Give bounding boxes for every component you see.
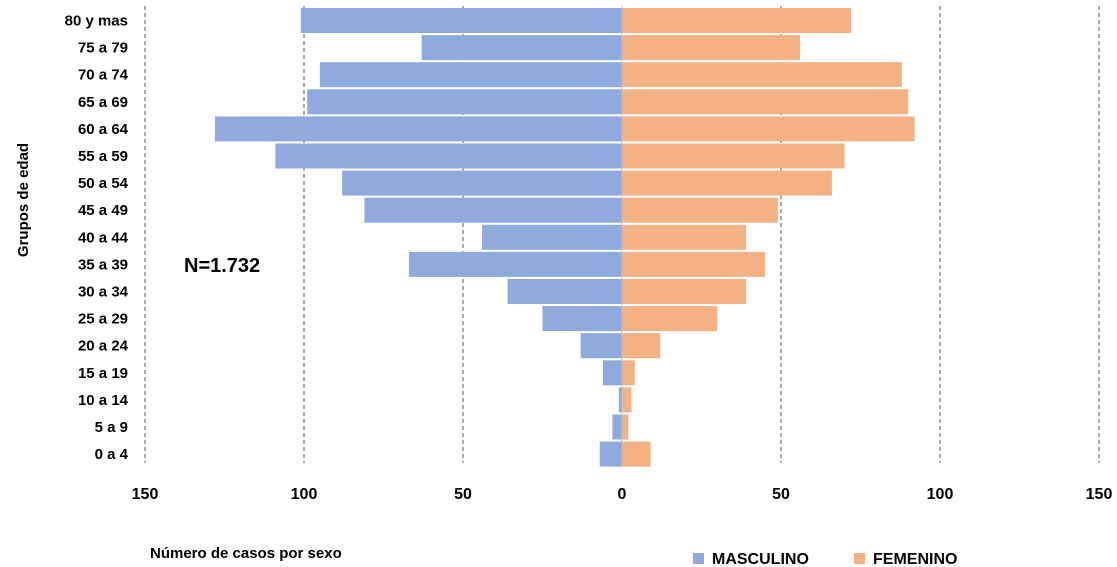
category-label: 50 a 54 [78,175,129,192]
category-label: 45 a 49 [78,202,128,219]
bar-masculino [507,279,622,304]
category-label: 5 a 9 [95,419,128,436]
bar-masculino [214,116,622,142]
bar-femenino [622,170,832,196]
legend-label-masculino: MASCULINO [712,551,809,567]
bar-femenino [622,8,851,33]
bar-femenino [622,360,635,386]
grid-lines [144,6,1100,463]
bar-femenino [622,387,632,413]
category-label: 75 a 79 [78,40,128,57]
x-tick-labels: 150 100 50 0 50 100 150 [132,486,1113,503]
bar-femenino [622,116,915,142]
bar-femenino [622,197,778,223]
bar-femenino [622,89,909,115]
category-label: 30 a 34 [78,284,129,301]
legend-swatch-masculino [693,553,704,564]
category-label: 65 a 69 [78,94,128,111]
bar-masculino [307,89,622,115]
x-tick-label: 50 [772,486,790,503]
bar-masculino [300,8,622,33]
bar-masculino [319,62,622,88]
category-label: 35 a 39 [78,256,128,273]
bar-femenino [622,306,718,332]
bar-femenino [622,441,651,467]
bar-femenino [622,333,661,359]
bar-femenino [622,35,801,61]
bar-masculino [580,333,622,359]
category-label: 20 a 24 [78,338,129,355]
legend: MASCULINO FEMENINO [693,551,957,567]
x-tick-label: 0 [618,486,627,503]
bar-masculino [408,251,622,277]
legend-swatch-femenino [854,553,865,564]
category-label: 60 a 64 [78,121,129,138]
bar-femenino [622,414,629,440]
category-label: 55 a 59 [78,148,128,165]
bar-femenino [622,62,902,88]
bar-masculino [602,360,622,386]
bar-masculino [618,387,622,413]
category-label: 40 a 44 [78,229,129,246]
bar-masculino [342,170,622,196]
sample-size-annotation: N=1.732 [184,255,260,277]
bar-masculino [421,35,622,61]
category-label: 25 a 29 [78,311,128,328]
category-labels: 80 y mas 75 a 79 70 a 74 65 a 69 60 a 64 55 a… [65,13,129,464]
x-tick-label: 150 [132,486,159,503]
legend-label-femenino: FEMENINO [873,551,957,567]
category-label: 80 y mas [65,13,128,30]
category-label: 15 a 19 [78,365,128,382]
bar-femenino [622,143,845,169]
y-axis-label: Grupos de edad [15,143,32,257]
bar-masculino [542,306,622,332]
bar-femenino [622,224,747,250]
category-label: 0 a 4 [95,446,129,463]
bar-masculino [612,414,622,440]
x-tick-label: 100 [291,486,318,503]
bars [214,8,915,467]
x-tick-label: 50 [454,486,472,503]
x-tick-label: 150 [1086,486,1113,503]
category-label: 10 a 14 [78,392,129,409]
bar-masculino [275,143,622,169]
bar-masculino [482,224,622,250]
x-axis-label: Número de casos por sexo [150,545,342,562]
bar-femenino [622,251,766,277]
bar-femenino [622,279,747,304]
x-tick-label: 100 [927,486,954,503]
category-label: 70 a 74 [78,67,129,84]
bar-masculino [599,441,622,467]
bar-masculino [364,197,622,223]
